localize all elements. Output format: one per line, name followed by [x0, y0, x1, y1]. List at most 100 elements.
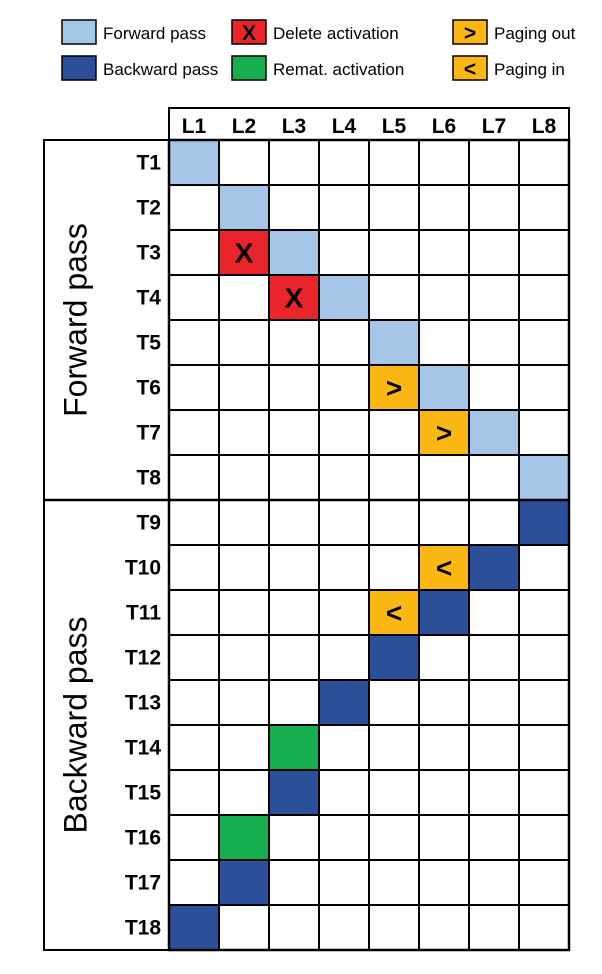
grid-cell	[418, 769, 470, 816]
grid-cell	[168, 274, 220, 321]
cell-t10-l7-backward	[468, 544, 520, 591]
grid-cell	[268, 634, 320, 681]
cell-t10-l6-paging: <	[418, 544, 470, 591]
column-header-l5: L5	[382, 115, 407, 138]
grid-cell	[268, 814, 320, 861]
cell-t4-l4-forward	[318, 274, 370, 321]
column-header-l4: L4	[332, 115, 357, 138]
cell-fill	[218, 814, 270, 861]
cell-symbol: >	[386, 373, 402, 404]
legend-symbol: X	[242, 22, 256, 45]
grid-cell	[468, 814, 520, 861]
grid-cell	[168, 319, 220, 366]
grid-cell	[418, 859, 470, 906]
grid-cell	[468, 139, 520, 186]
cell-fill	[268, 274, 320, 321]
grid-cell	[368, 544, 420, 591]
legend-swatch	[231, 55, 267, 81]
cell-t11-l5-paging: <	[368, 589, 420, 636]
grid-cell	[318, 634, 370, 681]
grid-cell	[268, 409, 320, 456]
grid-cell	[418, 319, 470, 366]
grid-cell	[368, 724, 420, 771]
grid-cell	[468, 184, 520, 231]
cell-fill	[268, 769, 320, 816]
grid-cell	[268, 454, 320, 501]
grid-cell	[268, 499, 320, 546]
cell-t13-l4-backward	[318, 679, 370, 726]
row-header-t1: T1	[136, 152, 161, 175]
legend-item-paging-out: > Paging out	[452, 19, 576, 45]
grid-cell	[518, 274, 570, 321]
grid-cell	[318, 229, 370, 276]
row-header-t13: T13	[125, 692, 161, 715]
cell-t14-l3-remat	[268, 724, 320, 771]
grid-cell	[418, 904, 470, 951]
legend-item-remat-activation: Remat. activation	[231, 55, 404, 81]
row-header-t6: T6	[136, 377, 161, 400]
cell-fill	[318, 679, 370, 726]
grid-cell	[418, 724, 470, 771]
grid-cell	[218, 139, 270, 186]
grid-cell	[168, 724, 220, 771]
cell-t16-l2-remat	[218, 814, 270, 861]
grid-cell	[168, 499, 220, 546]
grid-cell	[468, 319, 520, 366]
cell-t11-l6-backward	[418, 589, 470, 636]
grid-cell	[518, 589, 570, 636]
grid-cell	[168, 769, 220, 816]
cell-t7-l7-forward	[468, 409, 520, 456]
cell-fill	[168, 139, 220, 186]
grid-cell	[468, 904, 520, 951]
grid-cell	[368, 274, 420, 321]
grid-cell	[518, 679, 570, 726]
grid-cell	[468, 364, 520, 411]
grid-cell	[318, 724, 370, 771]
column-header-l7: L7	[482, 115, 507, 138]
cell-t2-l2-forward	[218, 184, 270, 231]
grid-cell	[218, 589, 270, 636]
grid-cell	[368, 499, 420, 546]
row-header-t5: T5	[136, 332, 161, 355]
cell-fill	[468, 544, 520, 591]
column-header-frame	[168, 107, 570, 141]
grid-cell	[318, 409, 370, 456]
legend-swatch	[61, 55, 97, 81]
grid-cell	[318, 814, 370, 861]
grid-cell	[518, 544, 570, 591]
grid-cell	[218, 724, 270, 771]
grid-cell	[518, 409, 570, 456]
legend-label: Delete activation	[273, 24, 399, 43]
grid-cell	[168, 814, 220, 861]
grid-cell	[518, 139, 570, 186]
grid-cell	[418, 634, 470, 681]
cell-t12-l5-backward	[368, 634, 420, 681]
grid-cell	[168, 409, 220, 456]
grid-cell	[468, 769, 520, 816]
grid-cell	[368, 859, 420, 906]
grid-cell	[268, 679, 320, 726]
row-header-t15: T15	[125, 782, 162, 805]
cell-t3-l2-delete: X	[218, 229, 270, 276]
grid-cell	[268, 184, 320, 231]
legend-label: Backward pass	[103, 60, 218, 79]
cell-fill	[318, 274, 370, 321]
row-headers: T1 T2 T3 T4 T5 T6 T7 T8 T9 T10 T11 T12 T13 T14 T15 T16 T…	[125, 152, 162, 940]
grid-cell	[518, 364, 570, 411]
cell-fill	[168, 904, 220, 951]
column-header-l2: L2	[232, 115, 257, 138]
row-header-t3: T3	[136, 242, 161, 265]
column-headers: L1 L2 L3 L4 L5 L6 L7 L8	[168, 107, 570, 141]
grid-cell	[368, 769, 420, 816]
grid-cell	[218, 274, 270, 321]
grid-cell	[168, 454, 220, 501]
grid-cell	[468, 274, 520, 321]
cell-t9-l8-backward	[518, 499, 570, 546]
grid-cell	[368, 679, 420, 726]
row-header-t9: T9	[136, 512, 161, 535]
legend-item-paging-in: < Paging in	[452, 55, 565, 81]
cell-fill	[268, 724, 320, 771]
grid-cell	[468, 589, 520, 636]
grid-cell	[518, 229, 570, 276]
cell-t1-l1-forward	[168, 139, 220, 186]
